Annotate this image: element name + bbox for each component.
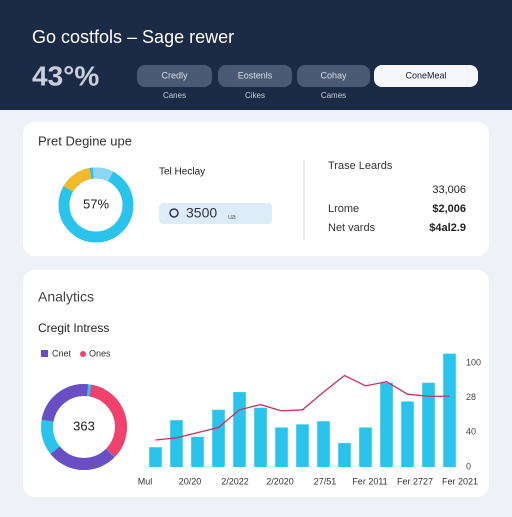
x-tick-label: Mul [138,476,153,486]
legend-swatch [80,351,86,357]
donut-label: 363 [73,418,95,433]
bar [380,382,393,467]
legend-label: Ones [89,348,111,358]
legend-swatch [41,350,48,357]
donut-segment [58,167,134,243]
header-bg [0,0,512,110]
x-tick-label: 27/51 [314,476,337,486]
bar [296,424,309,467]
y-tick-label: 40 [466,427,476,437]
x-tick-label: 2/2020 [266,476,294,486]
value-pill[interactable] [159,203,272,224]
summary-card [23,122,489,256]
row-label: Net vards [328,222,376,234]
tab-label: ConeMeal [405,70,446,80]
bar [212,409,225,467]
tab-label: Credly [161,70,188,80]
y-tick-label: 0 [466,461,471,471]
x-tick-label: Fer 2727 [397,476,433,486]
donut-segment [41,384,127,470]
analytics-title: Analytics [38,289,94,305]
bar [443,353,456,467]
bar [317,421,330,467]
detail-title: Tel Heclay [159,167,205,178]
donut [41,384,128,470]
card-title: Pret Degine upe [38,133,132,148]
tab[interactable] [374,65,478,87]
donut-segment [41,384,127,470]
bar [254,407,267,467]
tab-sublabel: Cikes [245,91,265,100]
y-tick-label: 28 [466,392,476,402]
x-tick-label: Fer 2021 [442,476,478,486]
tab[interactable] [137,65,212,87]
analytics-card [23,270,489,497]
tab[interactable] [297,65,370,87]
pill-icon [169,208,179,218]
pill-unit: ua [228,214,236,221]
leads-title: Trase Leards [328,160,393,172]
pill-value: 3500 [186,205,217,221]
header-title: Go costfols – Sage rewer [32,27,234,47]
row-label: Lrome [328,203,359,215]
tab-sublabel: Canes [163,91,186,100]
donut-segment [58,167,134,243]
bar [401,401,414,467]
tabs: Credly Canes Eostenls Cikes Cohay Cames ConeMe… [137,65,478,100]
row-value: $2,006 [432,203,466,215]
bar [170,420,183,467]
tab-sublabel: Cames [321,91,346,100]
x-tick-label: 2/2022 [221,476,249,486]
row-value: 33,006 [432,184,466,196]
header-stat: 43°% [32,60,99,91]
bar [191,436,204,467]
analytics-subtitle: Cregit Intress [38,321,109,335]
bar-chart: 100 28 40 0 Mul 20/20 2/2022 2/2020 27/51 Fer 201… [138,353,481,486]
bar [275,427,288,467]
bar [149,447,162,467]
y-tick-label: 100 [466,357,481,367]
tab-label: Eostenls [238,70,273,80]
tab-label: Cohay [320,70,347,80]
leads-rows: 33,006 Lrome $2,006 Net vards $4al2.9 [328,184,466,234]
bar [422,382,435,467]
donut [58,167,134,243]
tab[interactable] [218,65,292,87]
donut-label: 57% [83,196,109,211]
legend-label: Cnet [52,348,72,358]
row-value: $4al2.9 [429,222,466,234]
trend-line [155,374,450,441]
x-tick-label: 20/20 [179,476,202,486]
bar [338,443,351,467]
x-tick-label: Fer 2011 [352,476,387,486]
bar [359,427,372,467]
bar [233,392,246,467]
donut-segment [41,384,128,470]
